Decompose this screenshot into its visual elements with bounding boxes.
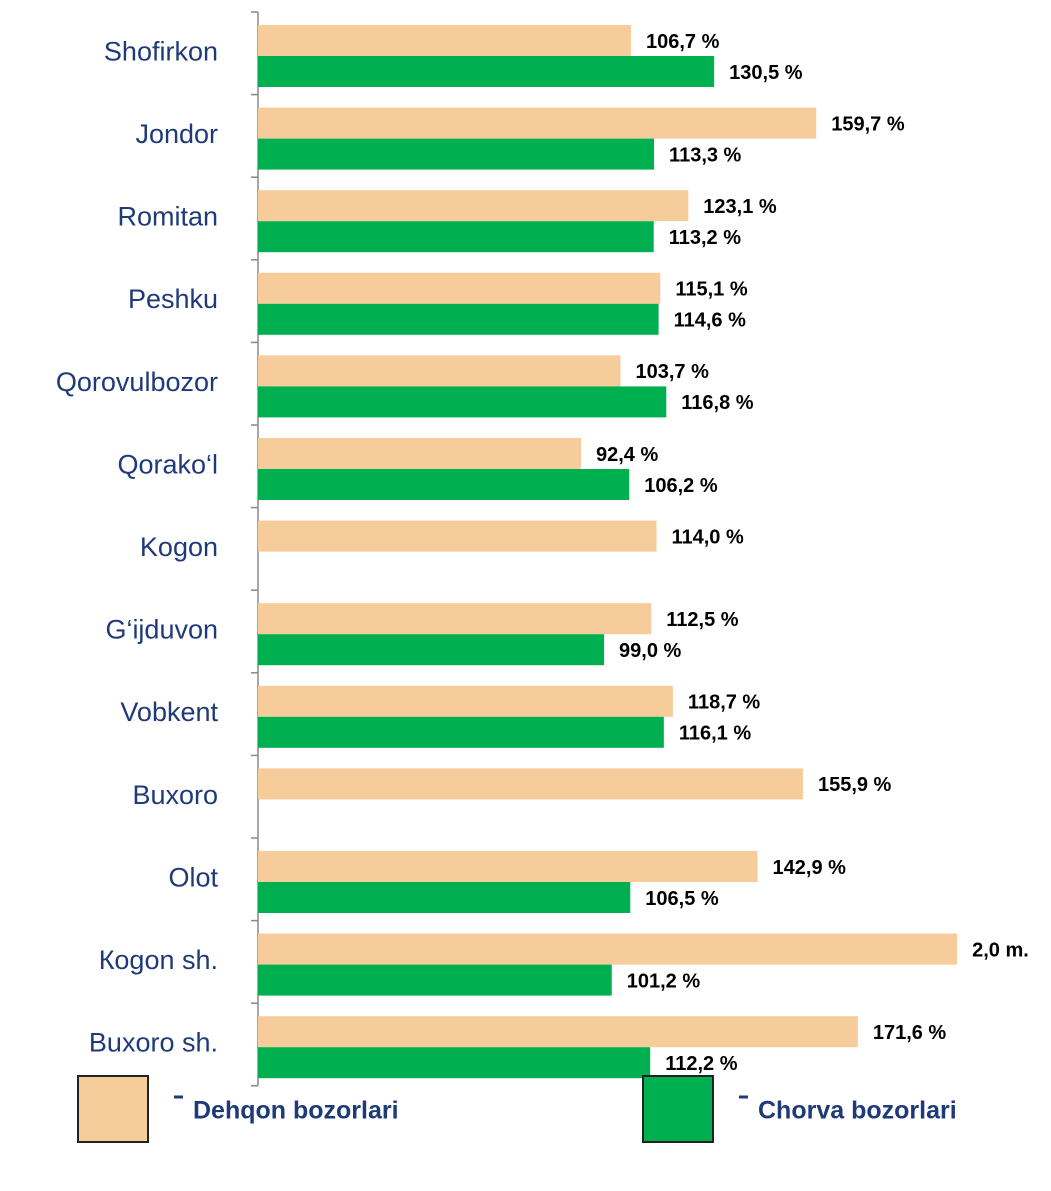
category-label: Buxoro sh. [89, 1028, 218, 1058]
value-label: 155,9 % [818, 774, 892, 796]
legend-label: Dehqon bozorlari [193, 1097, 399, 1125]
category-label: Kogon [140, 532, 218, 562]
bar [258, 25, 631, 56]
bar [258, 520, 657, 552]
bar [258, 933, 958, 965]
bar [258, 964, 612, 996]
value-label: 116,8 % [681, 392, 754, 414]
bar [258, 469, 630, 500]
category-label: Peshku [128, 284, 218, 314]
value-label: 112,2 % [665, 1053, 738, 1075]
category-label: Shofirkon [104, 36, 218, 66]
bar [258, 386, 667, 418]
bar [258, 1047, 651, 1079]
value-label: 92,4 % [596, 444, 658, 466]
bar [258, 221, 654, 253]
value-label: 101,2 % [627, 970, 701, 992]
bar [258, 634, 605, 666]
value-label: 2,0 m. [972, 939, 1029, 961]
category-label: Buxoro [132, 780, 218, 810]
value-label: 113,2 % [669, 227, 742, 249]
bar [258, 851, 758, 882]
value-label: 106,2 % [644, 475, 718, 497]
bar [258, 768, 803, 800]
value-label: 99,0 % [619, 640, 681, 662]
value-label: 115,1 % [675, 279, 748, 301]
value-label: 106,7 % [646, 31, 720, 53]
bar [258, 716, 664, 748]
value-label: 112,5 % [666, 609, 739, 631]
bar [258, 882, 631, 913]
category-label: Qorovulbozor [56, 367, 218, 397]
category-label: Vobkent [120, 697, 218, 727]
category-label: G‘ijduvon [105, 615, 218, 645]
bar [258, 107, 817, 139]
bar [258, 190, 689, 222]
legend-swatch [77, 1075, 149, 1143]
bar [258, 355, 621, 387]
value-label: 171,6 % [873, 1022, 947, 1044]
bar [258, 303, 659, 335]
category-label: Jondor [135, 119, 218, 149]
value-label: 118,7 % [688, 692, 761, 714]
value-label: 114,0 % [671, 526, 744, 548]
category-label: Кogon sh. [99, 945, 218, 975]
category-label: Qorako‘l [117, 449, 218, 479]
category-label: Romitan [117, 202, 218, 232]
category-label: Olot [168, 862, 218, 892]
bar [258, 603, 652, 635]
value-label: 130,5 % [729, 62, 803, 84]
legend-label: Chorva bozorlari [758, 1097, 957, 1125]
value-label: 123,1 % [703, 196, 777, 218]
legend-swatch [642, 1075, 714, 1143]
bar [258, 56, 715, 87]
value-label: 113,3 % [669, 144, 742, 166]
value-label: 159,7 % [831, 113, 905, 135]
bar [258, 438, 581, 469]
bar [258, 272, 661, 304]
bar [258, 138, 655, 170]
value-label: 116,1 % [679, 723, 752, 745]
value-label: 142,9 % [773, 857, 847, 879]
value-label: 103,7 % [635, 361, 709, 383]
bar [258, 685, 673, 717]
bar [258, 1016, 858, 1048]
value-label: 106,5 % [645, 888, 719, 910]
value-label: 114,6 % [674, 310, 747, 332]
